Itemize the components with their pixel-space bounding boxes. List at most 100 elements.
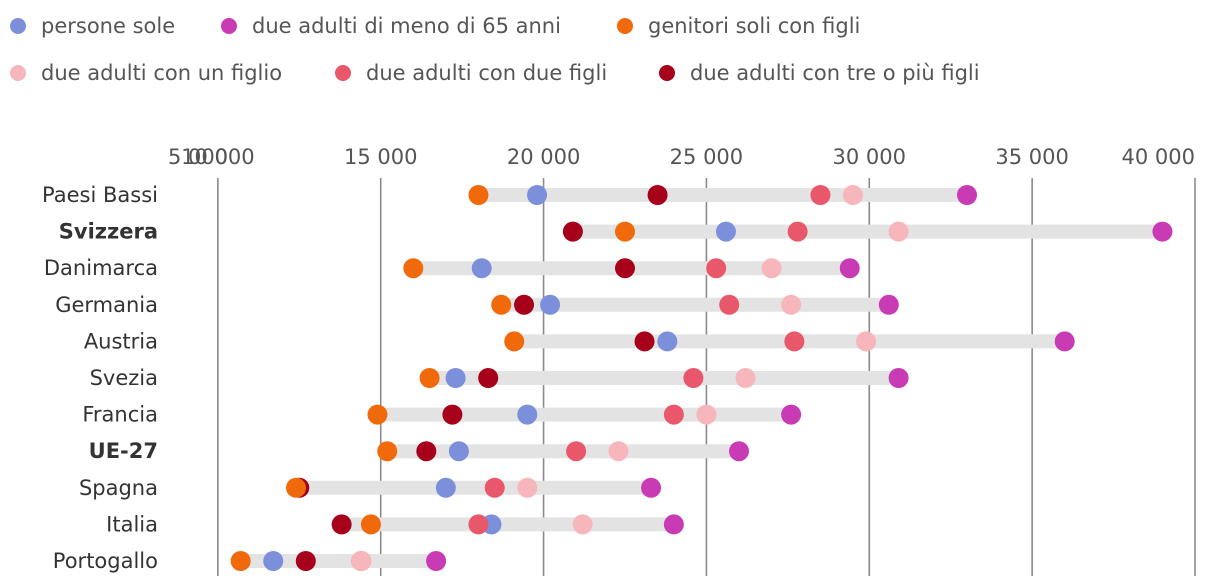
dot-ps bbox=[527, 185, 548, 205]
dot-d3 bbox=[442, 404, 463, 425]
row-paesi-bassi: Paesi Bassi bbox=[42, 183, 977, 207]
dot-da bbox=[888, 368, 909, 388]
dot-gs bbox=[360, 514, 381, 535]
dot-d2 bbox=[719, 294, 740, 315]
category-label: Portogallo bbox=[53, 549, 158, 573]
x-tick-label: 5 000 bbox=[168, 145, 228, 169]
dot-da bbox=[1054, 331, 1075, 352]
x-tick-label: 40 000 bbox=[1122, 145, 1195, 169]
dot-da bbox=[663, 514, 684, 535]
dot-da bbox=[878, 294, 899, 315]
dot-d3 bbox=[416, 441, 437, 462]
dot-d3 bbox=[615, 258, 635, 279]
dot-ps bbox=[715, 221, 736, 242]
category-label: Danimarca bbox=[44, 256, 158, 280]
category-label: Italia bbox=[106, 512, 158, 536]
dot-d1 bbox=[843, 185, 863, 205]
dot-gs bbox=[403, 258, 424, 279]
dot-d3 bbox=[331, 514, 352, 535]
category-label: Spagna bbox=[79, 476, 158, 500]
dot-d2 bbox=[484, 477, 505, 498]
legend: persone sole due adulti di meno di 65 ann… bbox=[10, 14, 980, 85]
dot-gs bbox=[419, 368, 440, 388]
dot-ps bbox=[445, 368, 466, 388]
dot-d3 bbox=[478, 368, 499, 388]
dot-gs bbox=[286, 477, 307, 498]
dot-d3 bbox=[562, 221, 583, 242]
dot-da bbox=[781, 404, 802, 425]
dot-ps bbox=[448, 441, 469, 462]
dot-d2 bbox=[787, 221, 808, 242]
dot-d1 bbox=[351, 551, 372, 571]
category-label: Paesi Bassi bbox=[42, 183, 158, 207]
dot-d3 bbox=[634, 331, 655, 352]
dot-d1 bbox=[856, 331, 877, 352]
dot-d2 bbox=[810, 185, 831, 205]
dot-d1 bbox=[572, 514, 593, 535]
dot-d2 bbox=[683, 368, 704, 388]
legend-marker-d1 bbox=[10, 65, 26, 81]
category-label: UE-27 bbox=[89, 439, 158, 463]
dot-gs bbox=[615, 221, 635, 242]
dot-da bbox=[1152, 221, 1173, 242]
row-italia: Italia bbox=[106, 512, 684, 536]
dot-gs bbox=[230, 551, 251, 571]
row-danimarca: Danimarca bbox=[44, 256, 860, 280]
dot-ps bbox=[657, 331, 678, 352]
legend-label-ps: persone sole bbox=[41, 14, 175, 38]
category-label: Svezia bbox=[90, 366, 158, 390]
dot-da bbox=[957, 185, 977, 205]
dot-ps bbox=[435, 477, 456, 498]
legend-label-d2: due adulti con due figli bbox=[366, 61, 607, 85]
row-ue-27: UE-27 bbox=[89, 439, 749, 463]
x-tick-label: 20 000 bbox=[507, 145, 580, 169]
row-francia: Francia bbox=[82, 403, 802, 427]
dot-ps bbox=[263, 551, 284, 571]
dot-ps bbox=[540, 294, 561, 315]
legend-marker-ps bbox=[10, 18, 26, 34]
dot-da bbox=[641, 477, 662, 498]
dot-gs bbox=[468, 185, 489, 205]
dot-d1 bbox=[696, 404, 717, 425]
x-tick-label: 35 000 bbox=[995, 145, 1068, 169]
row-spagna: Spagna bbox=[79, 476, 662, 500]
category-label: Austria bbox=[84, 329, 158, 353]
dot-d3 bbox=[295, 551, 316, 571]
x-tick-label: 30 000 bbox=[833, 145, 906, 169]
legend-label-d3: due adulti con tre o più figli bbox=[690, 61, 980, 85]
dot-d2 bbox=[566, 441, 587, 462]
legend-marker-da bbox=[221, 18, 237, 34]
row-svizzera: Svizzera bbox=[59, 220, 1173, 244]
dot-da bbox=[839, 258, 860, 279]
dot-da bbox=[426, 551, 447, 571]
row-svezia: Svezia bbox=[90, 366, 909, 390]
legend-marker-gs bbox=[617, 18, 633, 34]
row-austria: Austria bbox=[84, 329, 1075, 353]
category-label: Germania bbox=[55, 293, 158, 317]
dot-d2 bbox=[468, 514, 489, 535]
dot-gs bbox=[504, 331, 525, 352]
dot-d1 bbox=[761, 258, 782, 279]
row-germania: Germania bbox=[55, 293, 899, 317]
legend-marker-d3 bbox=[659, 65, 675, 81]
dot-ps bbox=[517, 404, 538, 425]
dot-d1 bbox=[517, 477, 538, 498]
dot-d1 bbox=[781, 294, 802, 315]
dot-gs bbox=[367, 404, 388, 425]
dot-d1 bbox=[608, 441, 629, 462]
dot-d1 bbox=[735, 368, 756, 388]
dot-d3 bbox=[647, 185, 668, 205]
x-tick-label: 10 000 bbox=[181, 145, 254, 169]
dot-d1 bbox=[888, 221, 909, 242]
category-label: Francia bbox=[82, 403, 158, 427]
dot-ps bbox=[471, 258, 492, 279]
x-tick-label: 15 000 bbox=[344, 145, 417, 169]
dot-gs bbox=[491, 294, 512, 315]
dot-d2 bbox=[663, 404, 684, 425]
legend-marker-d2 bbox=[335, 65, 351, 81]
legend-label-da: due adulti di meno di 65 anni bbox=[252, 14, 561, 38]
dot-d2 bbox=[784, 331, 805, 352]
dot-gs bbox=[377, 441, 398, 462]
